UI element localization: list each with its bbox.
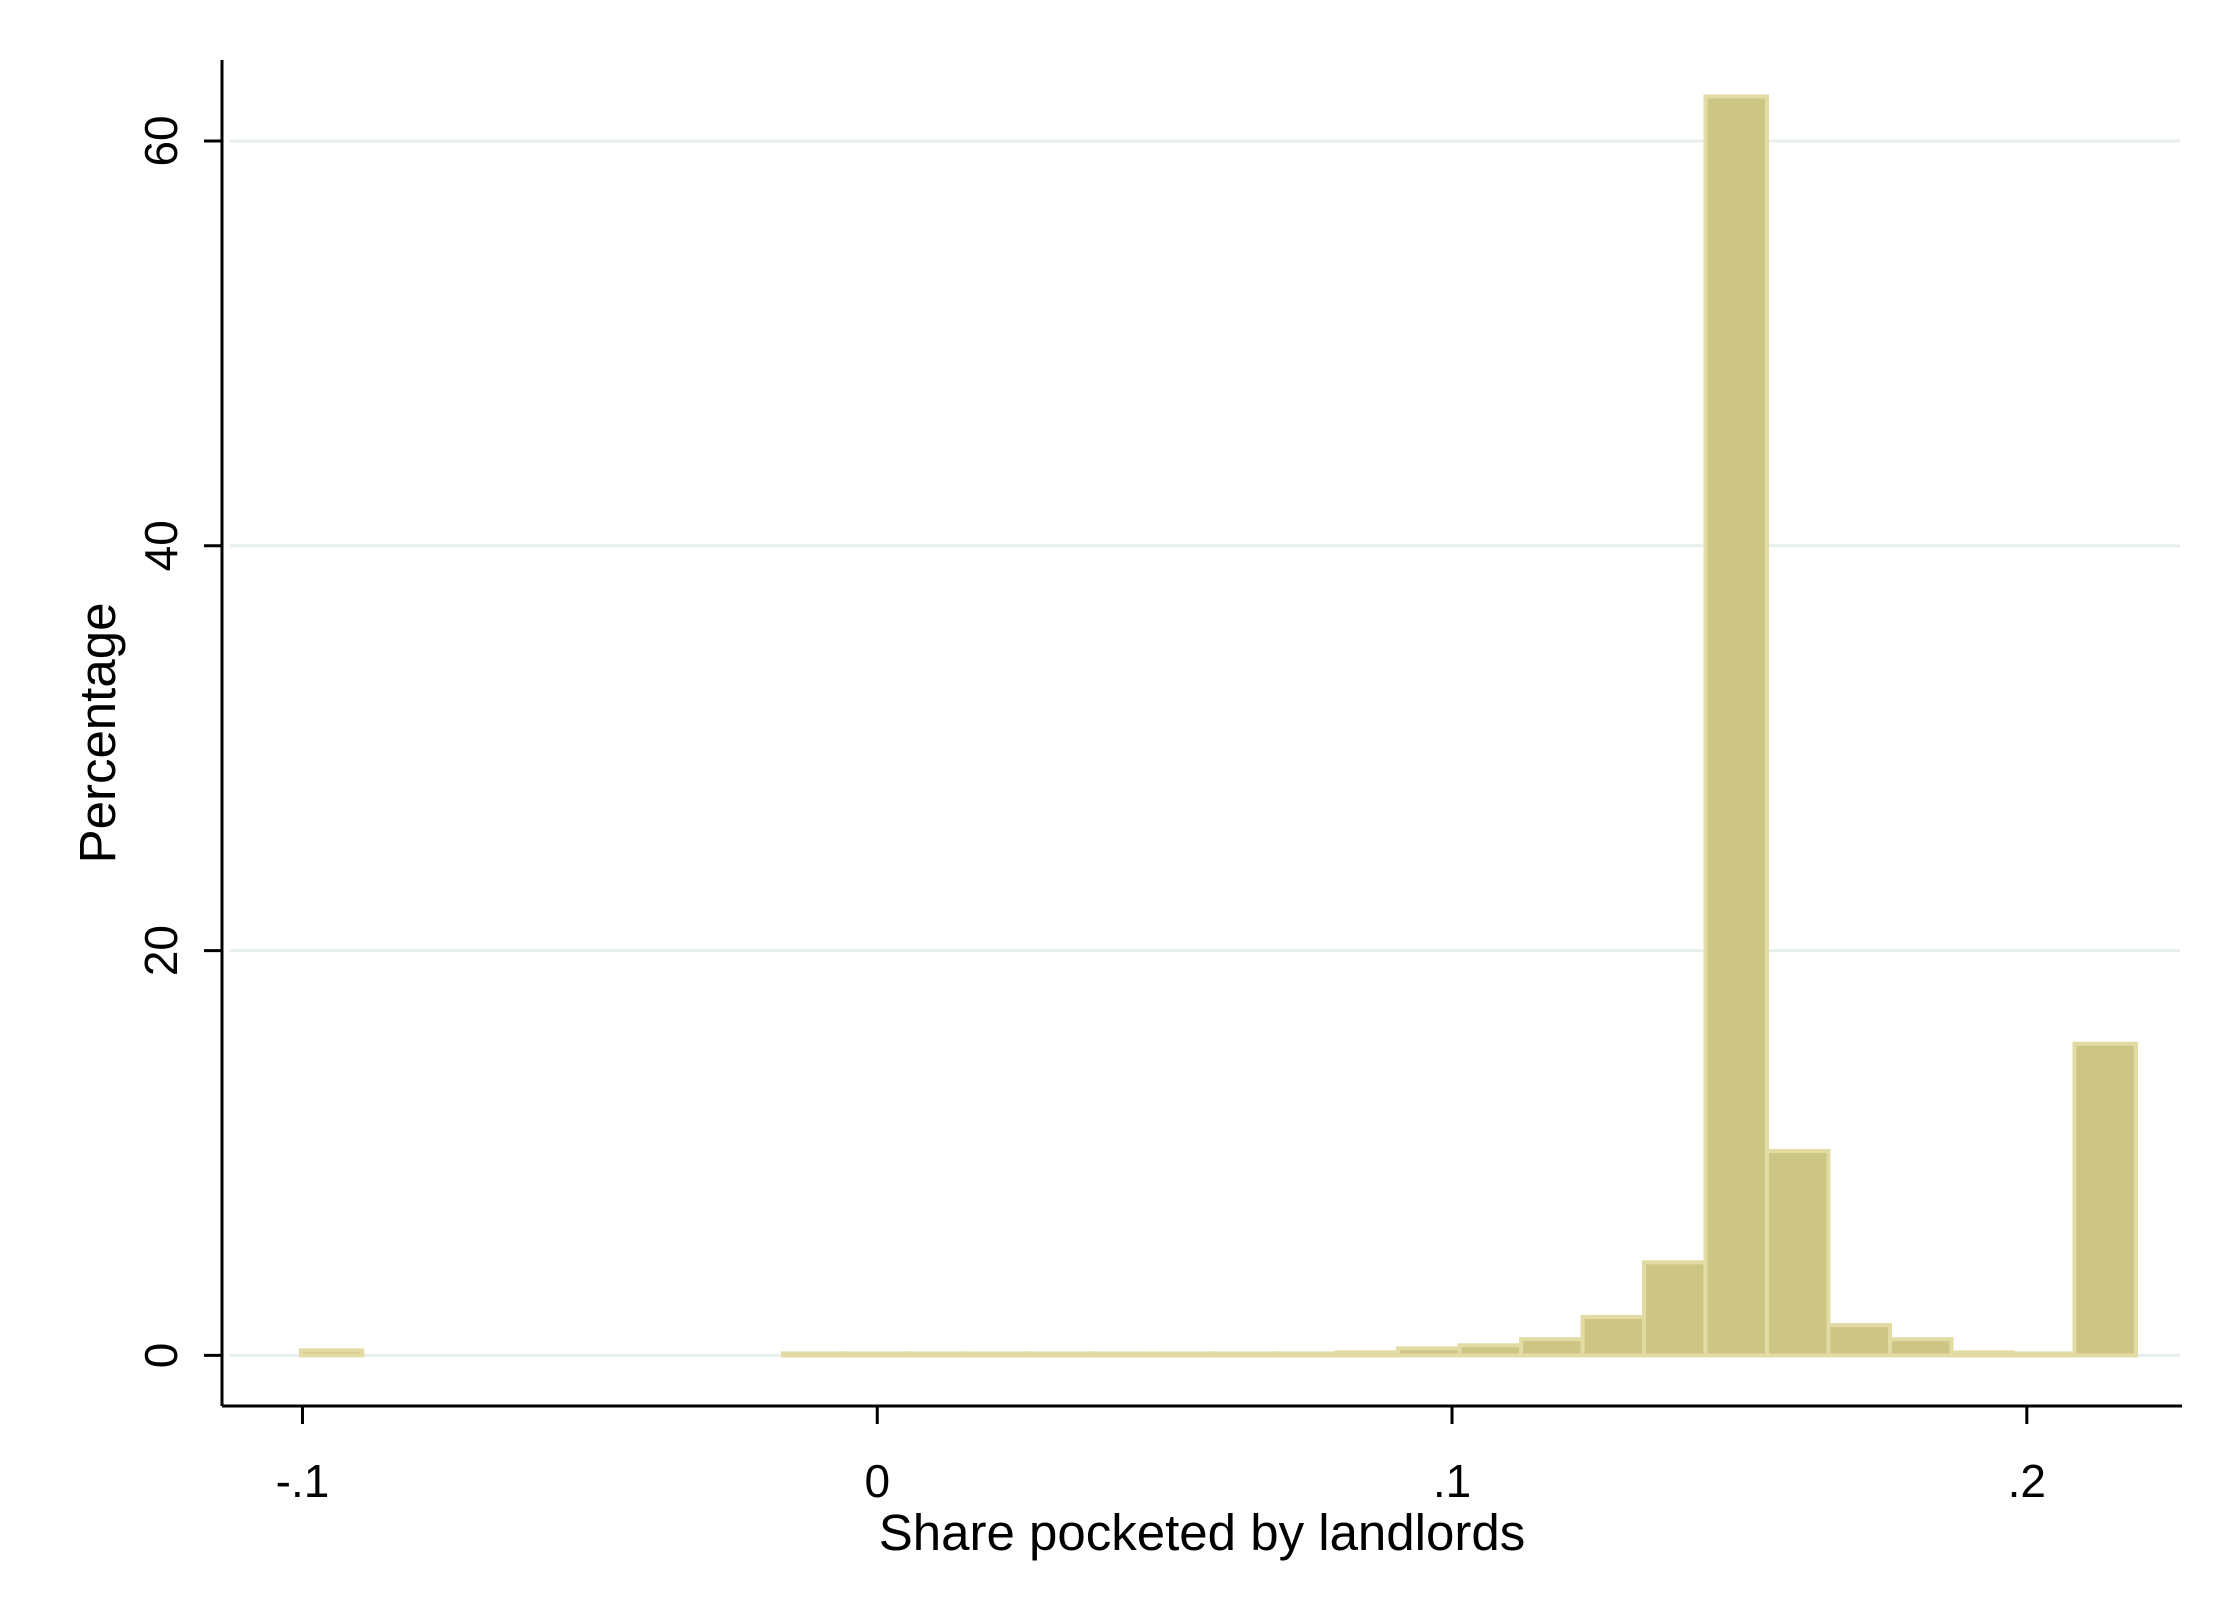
histogram-bar-3 <box>903 1351 970 1358</box>
histogram-bar-17 <box>1765 1148 1831 1358</box>
x-tick-label--.1: -.1 <box>276 1455 330 1507</box>
y-axis-title: Percentage <box>69 603 126 864</box>
x-axis-title: Share pocketed by landlords <box>879 1504 1525 1561</box>
histogram-bar-2 <box>842 1351 908 1358</box>
histogram-bar-4 <box>965 1351 1031 1358</box>
histogram-bar-6 <box>1088 1351 1154 1358</box>
x-tick-label-0: 0 <box>864 1455 890 1507</box>
histogram-bar-10 <box>1334 1350 1400 1358</box>
x-tick-label-.2: .2 <box>2008 1455 2046 1507</box>
axes <box>204 60 2182 1424</box>
histogram-bar-19 <box>1888 1337 1954 1358</box>
histogram-bar-22 <box>2072 1041 2139 1358</box>
histogram-bar-1 <box>780 1351 847 1358</box>
histogram-bar-9 <box>1272 1351 1339 1358</box>
histogram-bar-8 <box>1211 1351 1277 1358</box>
histogram-bar-5 <box>1026 1351 1093 1358</box>
histogram-bar-14 <box>1580 1314 1647 1358</box>
y-tick-label-20: 20 <box>135 925 187 976</box>
histogram-bar-21 <box>2011 1351 2077 1358</box>
histogram-bar-13 <box>1519 1337 1585 1358</box>
y-tick-label-0: 0 <box>135 1343 187 1369</box>
histogram-bar-20 <box>1949 1350 2016 1358</box>
y-tick-label-40: 40 <box>135 520 187 571</box>
x-tick-label-.1: .1 <box>1433 1455 1471 1507</box>
grid-lines <box>230 139 2180 1357</box>
histogram-bar-15 <box>1642 1260 1708 1358</box>
histogram-bar-18 <box>1826 1323 1893 1358</box>
histogram-bars <box>298 94 2139 1358</box>
histogram-bar-7 <box>1149 1351 1216 1358</box>
histogram-bar-16 <box>1703 94 1770 1358</box>
y-tick-label-60: 60 <box>135 115 187 166</box>
histogram-bar-0 <box>298 1348 365 1358</box>
histogram-bar-11 <box>1396 1346 1462 1358</box>
tick-labels: 0 20 40 60 -.1 0 .1 .2 <box>135 115 2046 1507</box>
histogram-bar-12 <box>1457 1343 1524 1358</box>
